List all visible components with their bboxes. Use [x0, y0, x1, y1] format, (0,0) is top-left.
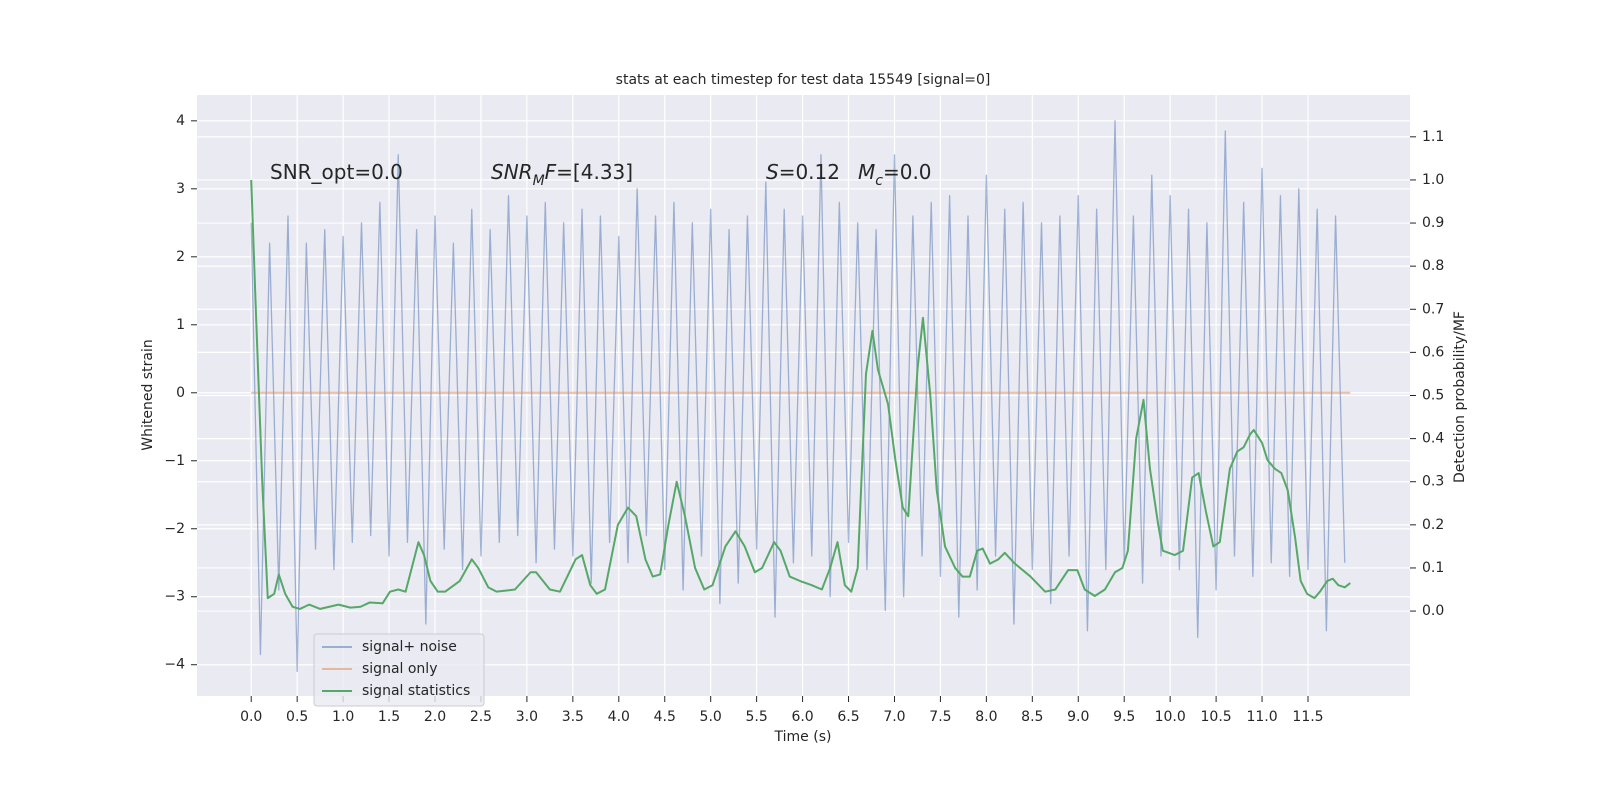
y2-tick-label: 0.1	[1422, 560, 1444, 576]
y-tick-label: 0	[176, 385, 185, 401]
x-tick-label: 7.5	[929, 709, 951, 725]
series-line	[250, 179, 1351, 610]
annotation-part: M	[533, 173, 545, 189]
y2-tick-label: 0.4	[1422, 431, 1444, 447]
annotation-part: S	[766, 160, 779, 184]
y-tick-label: 4	[176, 113, 185, 129]
y2-tick-label: 0.9	[1422, 215, 1444, 231]
x-tick-label: 4.0	[608, 709, 630, 725]
y2-tick-label: 0.2	[1422, 517, 1444, 533]
x-tick-label: 8.0	[975, 709, 997, 725]
y-tick-label: 1	[176, 317, 185, 333]
annotation-part: c	[875, 173, 883, 189]
y2-tick-label: 0.8	[1422, 258, 1444, 274]
x-tick-label: 2.5	[470, 709, 492, 725]
y-tick-label: −3	[164, 589, 185, 605]
annotation-part: =0.12	[779, 160, 840, 184]
annotation-part: =[4.33]	[556, 160, 633, 184]
y2-tick-label: 0.5	[1422, 388, 1444, 404]
x-tick-label: 5.5	[746, 709, 768, 725]
y2-tick-label: 1.1	[1422, 129, 1444, 145]
x-tick-label: 0.5	[286, 709, 308, 725]
y2-tick-label: 0.7	[1422, 301, 1444, 317]
annotation: SNR_opt=0.0	[270, 160, 403, 184]
annotation: SNRMF=[4.33]	[491, 160, 633, 190]
annotation: Mc=0.0	[858, 160, 932, 190]
y-axis-label: Whitened strain	[140, 339, 156, 450]
chart-title: stats at each timestep for test data 155…	[616, 72, 991, 88]
x-tick-label: 4.5	[654, 709, 676, 725]
x-tick-label: 10.0	[1155, 709, 1186, 725]
y2-tick-label: 0.0	[1422, 603, 1444, 619]
annotation-part: F	[545, 160, 557, 184]
legend-label: signal+ noise	[362, 639, 457, 655]
annotation: S=0.12	[766, 160, 840, 184]
y2-tick-label: 0.3	[1422, 474, 1444, 490]
annotation-part: M	[858, 160, 875, 184]
y-tick-label: −2	[164, 521, 185, 537]
y2-axis-label: Detection probability/MF	[1452, 311, 1468, 483]
x-tick-label: 3.0	[516, 709, 538, 725]
x-tick-label: 3.5	[562, 709, 584, 725]
y-tick-label: 2	[176, 249, 185, 265]
y2-tick-label: 0.6	[1422, 344, 1444, 360]
x-tick-label: 1.0	[332, 709, 354, 725]
annotation-part: =0.0	[883, 160, 932, 184]
x-tick-label: 6.5	[837, 709, 859, 725]
x-tick-label: 9.5	[1113, 709, 1135, 725]
y2-tick-label: 1.0	[1422, 172, 1444, 188]
x-tick-label: 6.0	[791, 709, 813, 725]
legend-label: signal statistics	[362, 683, 470, 699]
x-tick-label: 2.0	[424, 709, 446, 725]
y-tick-label: 3	[176, 181, 185, 197]
legend-label: signal only	[362, 661, 437, 677]
x-axis-label: Time (s)	[774, 729, 832, 745]
x-tick-label: 5.0	[700, 709, 722, 725]
annotation-part: SNR	[491, 160, 533, 184]
y-tick-label: −1	[164, 453, 185, 469]
x-tick-label: 11.5	[1292, 709, 1323, 725]
x-tick-label: 11.0	[1246, 709, 1277, 725]
x-tick-label: 9.0	[1067, 709, 1089, 725]
y-tick-label: −4	[164, 657, 185, 673]
legend-box	[313, 633, 485, 707]
x-tick-label: 10.5	[1201, 709, 1232, 725]
x-tick-label: 7.0	[883, 709, 905, 725]
x-tick-label: 8.5	[1021, 709, 1043, 725]
series-line	[250, 120, 1346, 673]
x-tick-label: 0.0	[240, 709, 262, 725]
annotation-part: SNR_opt=0.0	[270, 160, 403, 184]
x-tick-label: 1.5	[378, 709, 400, 725]
